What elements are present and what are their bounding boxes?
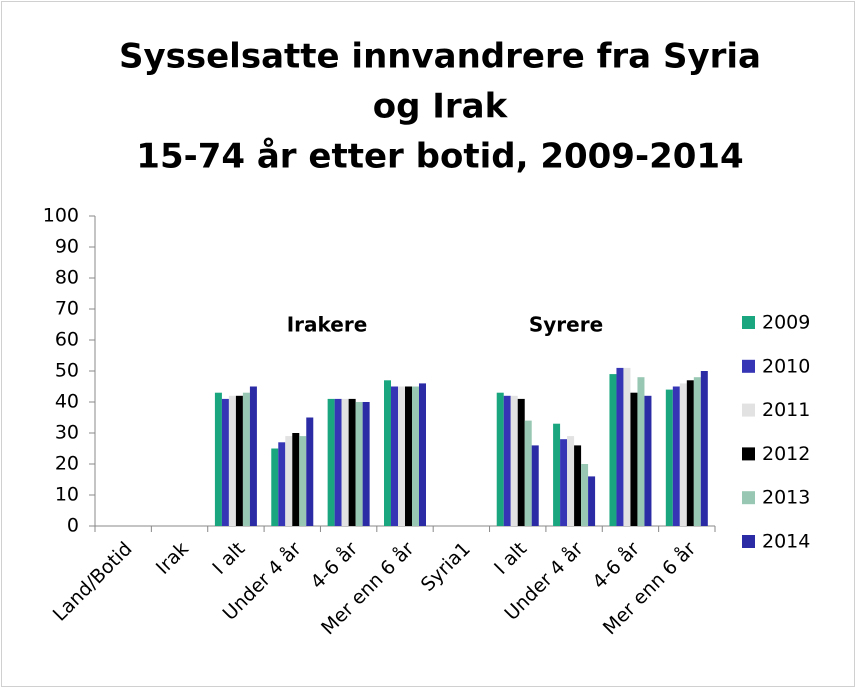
- bar: [517, 398, 525, 526]
- legend-swatch: [742, 491, 755, 505]
- legend-swatch: [742, 403, 755, 417]
- legend-swatch: [742, 316, 755, 329]
- y-tick-label: 10: [55, 484, 79, 506]
- bar: [214, 392, 222, 526]
- bar: [405, 386, 412, 526]
- bar: [348, 398, 356, 526]
- bar: [249, 386, 257, 526]
- bar: [412, 386, 419, 526]
- bar: [679, 383, 687, 526]
- bar: [271, 448, 279, 526]
- bar: [391, 386, 398, 526]
- bar: [686, 380, 694, 526]
- bar: [665, 389, 673, 526]
- bar: [242, 392, 250, 526]
- annotation: Syrere: [529, 313, 603, 337]
- bar: [235, 395, 243, 526]
- bar: [623, 367, 631, 526]
- bar: [672, 386, 680, 526]
- y-tick-label: 0: [67, 515, 79, 537]
- bar: [228, 395, 236, 526]
- legend-swatch: [742, 535, 755, 548]
- y-tick-label: 80: [55, 267, 79, 289]
- bar: [221, 398, 229, 526]
- bar: [560, 439, 568, 526]
- bar: [637, 377, 645, 526]
- legend-label: 2009: [762, 312, 810, 334]
- y-tick-label: 70: [55, 298, 79, 320]
- y-tick-label: 20: [55, 453, 79, 475]
- bar: [285, 436, 293, 526]
- annotation: Irakere: [287, 313, 368, 337]
- y-tick-label: 100: [43, 205, 79, 227]
- bar: [306, 417, 314, 526]
- bar: [553, 423, 561, 526]
- bar: [327, 398, 335, 526]
- bar: [531, 445, 539, 526]
- legend-label: 2014: [762, 531, 810, 553]
- bar: [574, 445, 582, 526]
- bar: [616, 367, 624, 526]
- legend-swatch: [742, 359, 755, 373]
- chart-title: Sysselsatte innvandrere fra Syria: [119, 37, 761, 77]
- chart-title: og Irak: [373, 87, 509, 127]
- bar: [362, 402, 370, 526]
- bar: [644, 395, 652, 526]
- bar: [384, 380, 391, 526]
- bar: [700, 371, 708, 526]
- bar: [510, 395, 518, 526]
- bar: [524, 420, 532, 526]
- legend-label: 2012: [762, 443, 810, 465]
- legend-label: 2011: [762, 399, 810, 421]
- bar: [398, 386, 405, 526]
- bar: [292, 433, 300, 526]
- bar: [588, 476, 596, 526]
- bar: [609, 374, 617, 526]
- bar: [419, 383, 426, 526]
- y-tick-label: 90: [55, 236, 79, 258]
- bar: [630, 392, 638, 526]
- bar: [693, 377, 701, 526]
- bar: [355, 402, 363, 526]
- bar: [341, 398, 349, 526]
- chart-title: 15-74 år etter botid, 2009-2014: [136, 137, 743, 177]
- bar: [503, 395, 511, 526]
- bar: [496, 392, 504, 526]
- bar: [299, 436, 307, 526]
- legend-label: 2010: [762, 355, 810, 377]
- y-tick-label: 30: [55, 422, 79, 444]
- y-tick-label: 60: [55, 329, 79, 351]
- legend-swatch: [742, 447, 755, 461]
- y-tick-label: 50: [55, 360, 79, 382]
- bar: [334, 398, 342, 526]
- y-tick-label: 40: [55, 391, 79, 413]
- bar: [581, 464, 589, 526]
- bar: [567, 436, 575, 526]
- bar: [278, 442, 286, 526]
- legend-label: 2013: [762, 487, 810, 509]
